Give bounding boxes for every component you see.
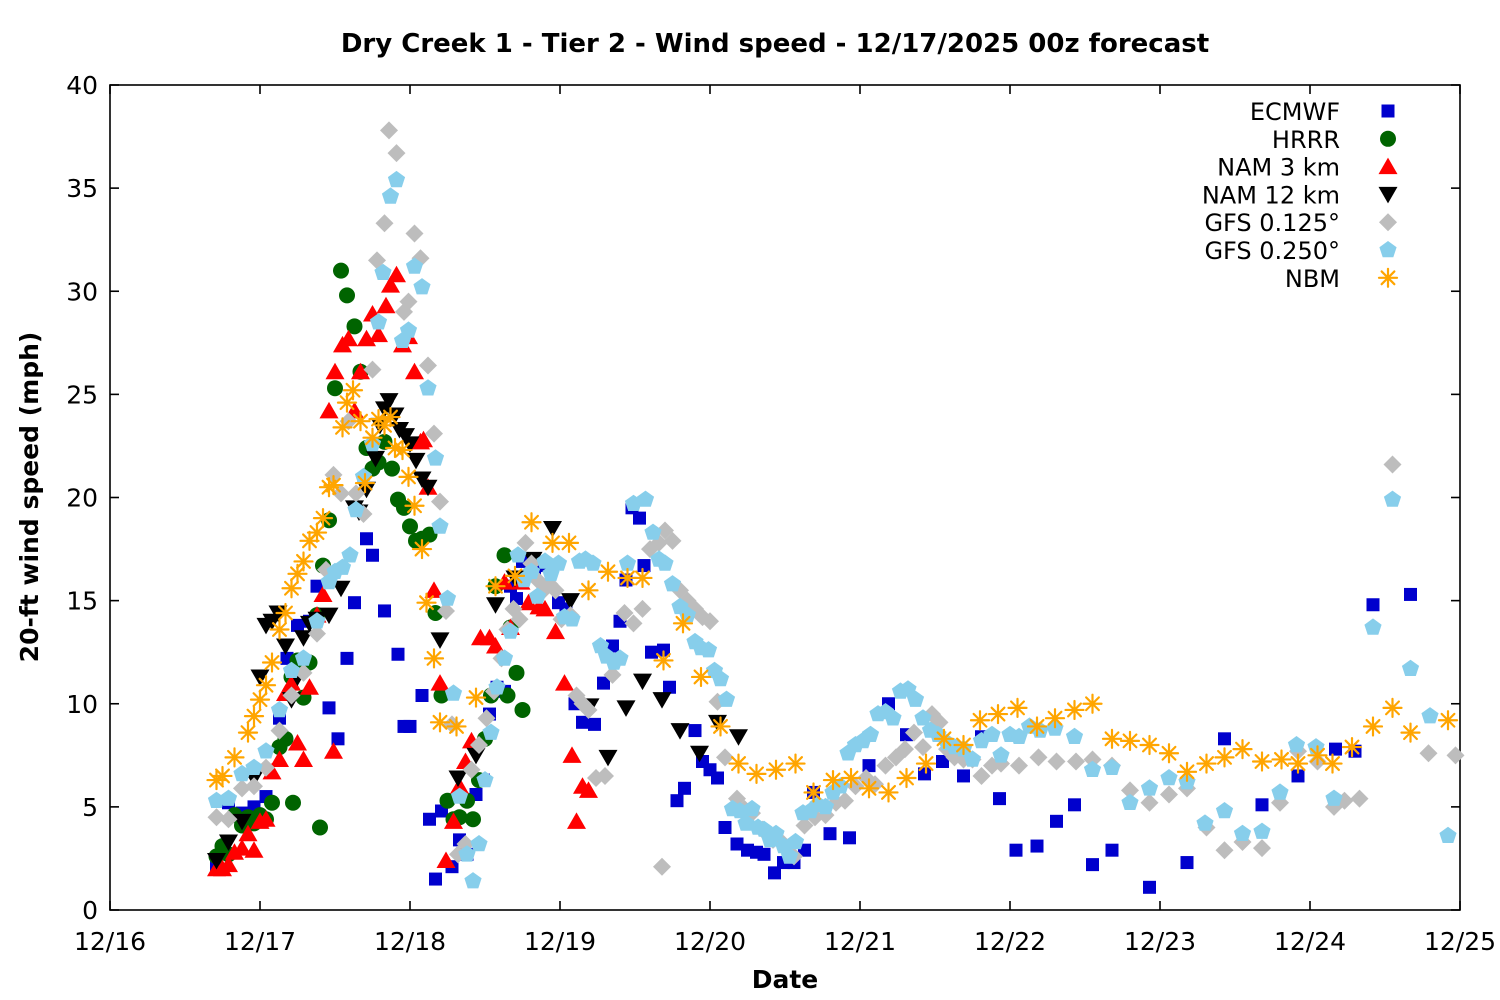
legend-item-nbm: NBM — [1285, 265, 1399, 293]
legend-marker-diamond-icon — [1379, 213, 1397, 232]
x-tick-label-12/16: 12/16 — [74, 927, 146, 956]
y-tick-label-25: 25 — [66, 380, 98, 409]
chart-title: Dry Creek 1 - Tier 2 - Wind speed - 12/1… — [341, 29, 1209, 59]
x-tick-label-12/17: 12/17 — [224, 927, 296, 956]
legend-item-hrrr: HRRR — [1272, 126, 1396, 154]
y-axis-label: 20-ft wind speed (mph) — [15, 332, 44, 663]
legend-item-nam-12-km: NAM 12 km — [1202, 181, 1398, 209]
x-tick-label-12/22: 12/22 — [974, 927, 1046, 956]
y-tick-label-0: 0 — [82, 896, 98, 925]
y-tick-label-35: 35 — [66, 174, 98, 203]
legend-label: GFS 0.250° — [1204, 237, 1340, 265]
legend-label: NAM 12 km — [1202, 181, 1340, 209]
legend-marker-triangle-up-icon — [1378, 157, 1398, 175]
x-tick-label-12/21: 12/21 — [824, 927, 896, 956]
legend-label: NBM — [1285, 265, 1340, 293]
x-tick-label-12/24: 12/24 — [1274, 927, 1346, 956]
legend-item-ecmwf: ECMWF — [1250, 98, 1395, 126]
legend-marker-pentagon-icon — [1379, 241, 1397, 258]
series-gfs-0.250° — [207, 170, 1457, 889]
legend-label: HRRR — [1272, 126, 1340, 154]
legend-label: NAM 3 km — [1217, 154, 1340, 182]
y-tick-label-10: 10 — [66, 690, 98, 719]
data-points — [206, 121, 1465, 894]
legend-item-gfs-0.125°: GFS 0.125° — [1204, 209, 1397, 237]
legend-marker-circle-icon — [1380, 130, 1396, 147]
legend-marker-square-icon — [1381, 104, 1395, 118]
axis-tick-labels: 12/16 12/17 12/18 12/19 12/20 12/21 12/22 12/23… — [66, 71, 1496, 956]
legend-label: GFS 0.125° — [1204, 209, 1340, 237]
x-tick-label-12/18: 12/18 — [374, 927, 446, 956]
y-tick-label-15: 15 — [66, 587, 98, 616]
series-nbm — [206, 380, 1459, 803]
y-tick-label-20: 20 — [66, 484, 98, 513]
legend-marker-triangle-down-icon — [1378, 186, 1398, 204]
x-axis-label: Date — [752, 965, 819, 994]
y-tick-label-30: 30 — [66, 277, 98, 306]
x-tick-label-12/20: 12/20 — [674, 927, 746, 956]
legend-item-nam-3-km: NAM 3 km — [1217, 154, 1398, 182]
series-gfs-0.125° — [207, 121, 1465, 876]
y-tick-label-40: 40 — [66, 71, 98, 100]
x-tick-label-12/25: 12/25 — [1424, 927, 1496, 956]
axis-ticks — [109, 84, 1461, 911]
y-tick-label-5: 5 — [82, 793, 98, 822]
legend-item-gfs-0.250°: GFS 0.250° — [1204, 237, 1397, 265]
legend-label: ECMWF — [1250, 98, 1340, 126]
x-tick-label-12/19: 12/19 — [524, 927, 596, 956]
x-tick-label-12/23: 12/23 — [1124, 927, 1196, 956]
legend-marker-asterisk-icon — [1377, 267, 1399, 288]
